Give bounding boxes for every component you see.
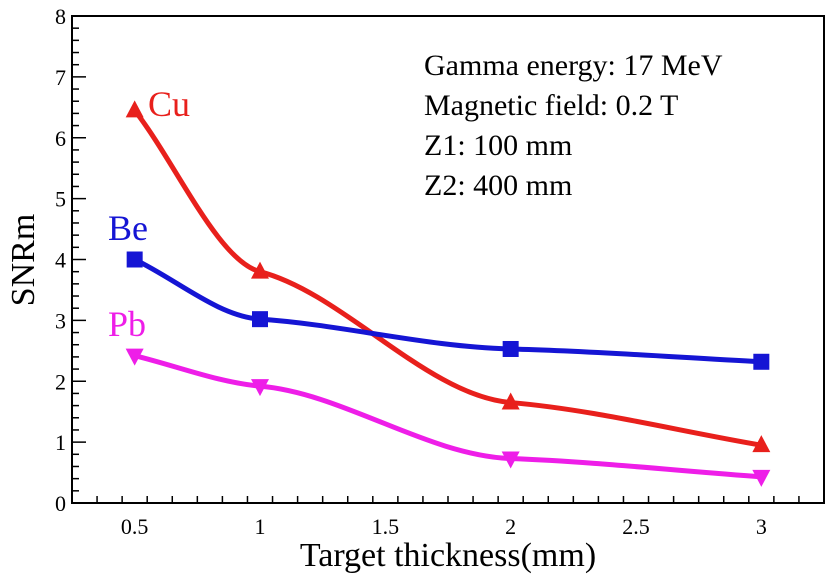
- x-tick-label: 2.5: [622, 514, 650, 539]
- y-axis-title: SNRm: [5, 214, 42, 307]
- series-label-pb: Pb: [108, 304, 146, 344]
- x-tick-label: 1.5: [372, 514, 400, 539]
- data-point-cu: [501, 392, 520, 410]
- y-tick-label: 0: [55, 491, 66, 516]
- y-tick-label: 8: [55, 4, 66, 29]
- series-line-pb: [132, 353, 764, 480]
- y-tick-label: 3: [55, 308, 66, 333]
- x-axis-tick-labels: 0.5 1 1.5 2 2.5 3: [121, 514, 767, 539]
- y-tick-label: 2: [55, 369, 66, 394]
- x-tick-label: 1: [255, 514, 266, 539]
- x-axis-ticks: [71, 496, 825, 503]
- data-point-pb: [251, 379, 269, 397]
- data-point-pb: [501, 451, 520, 469]
- y-tick-label: 4: [55, 248, 66, 273]
- x-tick-label: 0.5: [121, 514, 149, 539]
- annotation-magnetic-field: Magnetic field: 0.2 T: [424, 89, 678, 122]
- data-point-be: [252, 311, 268, 328]
- x-tick-label: 2: [505, 514, 516, 539]
- annotation-z2: Z2: 400 mm: [424, 169, 572, 202]
- y-tick-label: 7: [55, 65, 66, 90]
- series-line-cu: [132, 107, 764, 448]
- series-curves: [132, 107, 764, 480]
- data-point-be: [502, 340, 519, 357]
- data-point-pb: [752, 469, 771, 487]
- y-axis-tick-labels: 0 1 2 3 4 5 6 7 8: [55, 4, 66, 516]
- annotation-gamma-energy: Gamma energy: 17 MeV: [424, 49, 723, 82]
- annotation-block: Gamma energy: 17 MeV Magnetic field: 0.2…: [424, 49, 723, 202]
- annotation-z1: Z1: 100 mm: [424, 129, 572, 162]
- data-point-cu: [752, 435, 771, 453]
- y-axis-ticks: [72, 15, 86, 504]
- data-point-pb: [125, 348, 144, 366]
- series-line-be: [132, 257, 764, 365]
- series-markers: [125, 100, 771, 487]
- x-tick-label: 3: [756, 514, 767, 539]
- series-label-cu: Cu: [148, 84, 190, 124]
- y-tick-label: 5: [55, 187, 66, 212]
- x-axis-title: Target thickness(mm): [300, 537, 596, 574]
- series-label-be: Be: [108, 208, 148, 248]
- y-tick-label: 1: [55, 430, 66, 455]
- data-point-cu: [251, 261, 269, 279]
- data-point-be: [126, 251, 143, 268]
- y-tick-label: 6: [55, 126, 66, 151]
- data-point-be: [753, 353, 770, 370]
- data-point-cu: [125, 100, 144, 118]
